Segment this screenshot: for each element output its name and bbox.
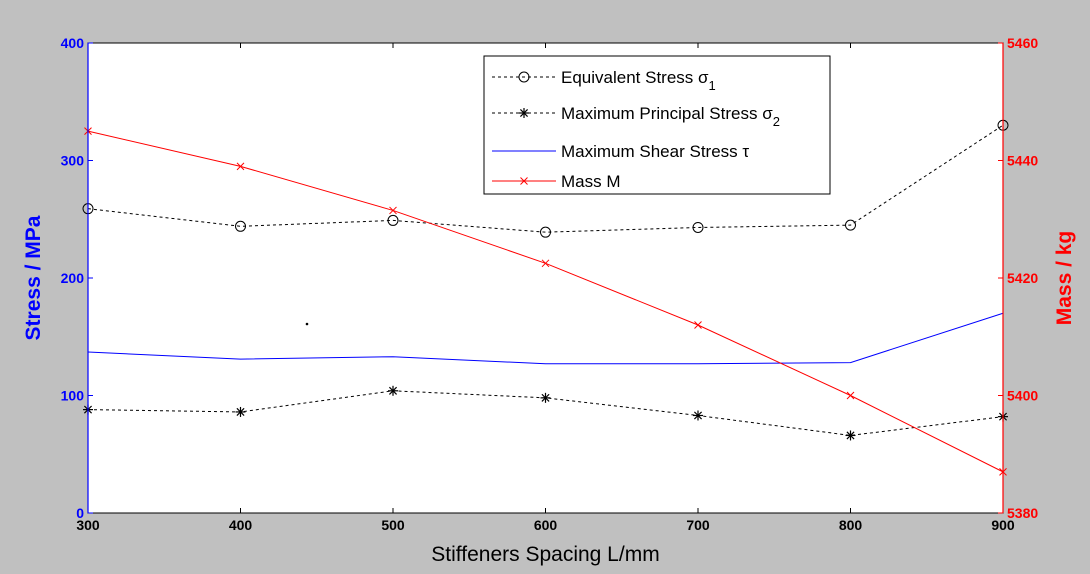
y-tick-label-4: 400: [61, 35, 85, 51]
chart-axes: 300 400 500 600 700 800 900 0 100 200 300 400 5380 54…: [22, 35, 1076, 566]
legend-entry-2: Maximum Shear Stress τ: [561, 142, 749, 161]
legend-entry-0: Equivalent Stress σ1: [561, 68, 716, 93]
data-point-1-3: [540, 392, 551, 403]
legend-marker-3: [520, 177, 528, 185]
data-point-0-5: [845, 219, 856, 231]
x-tick-label-0: 300: [76, 517, 100, 533]
x-tick-label-2: 500: [381, 517, 405, 533]
data-point-3-5: [846, 391, 855, 400]
y2-axis-title: Mass / kg: [1053, 231, 1076, 326]
x-tick-label-1: 400: [229, 517, 253, 533]
y-tick-label-2: 200: [61, 270, 85, 286]
legend-entry-1: Maximum Principal Stress σ2: [561, 104, 780, 129]
data-point-0-3: [540, 226, 551, 238]
legend-box: [483, 55, 831, 195]
y2-tick-label-2: 5420: [1007, 270, 1038, 286]
stray-dot: [305, 322, 309, 326]
y2-tick-label-4: 5460: [1007, 35, 1038, 51]
y2-tick-label-1: 5400: [1007, 388, 1038, 404]
y-tick-label-1: 100: [61, 388, 85, 404]
chart-marks: [82, 119, 1009, 476]
y2-tick-label-3: 5440: [1007, 153, 1038, 169]
data-point-3-2: [389, 206, 397, 215]
data-point-1-4: [693, 410, 703, 421]
data-point-3-3: [541, 259, 550, 268]
x-tick-label-3: 600: [534, 517, 558, 533]
data-point-0-1: [235, 220, 246, 232]
data-point-3-1: [236, 162, 245, 171]
y-tick-label-3: 300: [61, 153, 85, 169]
legend: Equivalent Stress σ1 Maximum Principal St…: [483, 55, 831, 195]
legend-marker-1: [519, 108, 529, 118]
data-point-1-5: [845, 430, 856, 441]
x-axis-title: Stiffeners Spacing L/mm: [431, 543, 659, 566]
y-tick-label-0: 0: [76, 505, 84, 521]
x-tick-label-6: 900: [991, 517, 1015, 533]
series-line-0: [87, 124, 1004, 233]
x-tick-label-5: 800: [839, 517, 863, 533]
data-point-1-2: [388, 385, 398, 396]
legend-marker-0: [518, 71, 530, 83]
y2-tick-label-0: 5380: [1007, 505, 1038, 521]
legend-entry-3: Mass M: [561, 172, 621, 191]
data-point-3-4: [694, 321, 702, 329]
y-axis-title: Stress / MPa: [22, 215, 45, 340]
data-point-1-1: [235, 406, 246, 417]
x-tick-label-4: 700: [686, 517, 710, 533]
series-line-2: [87, 312, 1004, 365]
data-point-0-4: [692, 221, 704, 233]
data-point-0-2: [387, 214, 399, 226]
